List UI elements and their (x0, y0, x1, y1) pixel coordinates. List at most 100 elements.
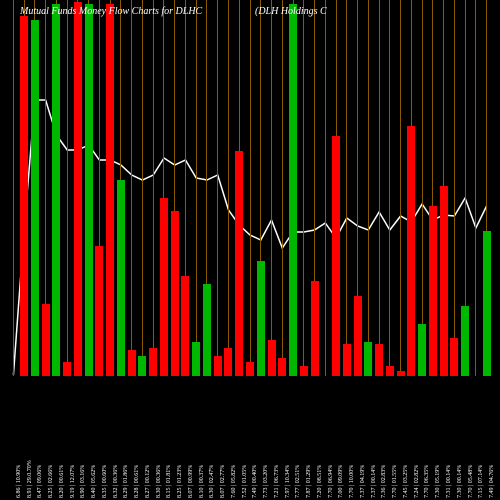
x-axis-labels: 6.86 | 10.90% 8.91 | 29.0.70% 8.47 | 09.06… (0, 422, 500, 500)
volume-bar (149, 348, 157, 376)
x-axis-label: 7.60 | 05.82% (231, 465, 237, 498)
x-axis-label: 8.32 | 00.36% (113, 465, 119, 498)
volume-bar (181, 276, 189, 376)
volume-bar (354, 296, 362, 376)
volume-bar (418, 324, 426, 376)
x-axis-label: 8.15 | 01.81% (166, 465, 172, 498)
volume-bar (20, 16, 28, 376)
volume-bar (386, 366, 394, 376)
x-axis-label: 7.20 | 08.51% (317, 465, 323, 498)
volume-bar (300, 366, 308, 376)
x-axis-label: 7.24 | 02.82% (414, 465, 420, 498)
x-axis-label: 8.91 | 29.0.70% (27, 460, 33, 498)
volume-bar (461, 306, 469, 376)
grid-line (271, 0, 272, 376)
x-axis-label: 7.77 | 02.51% (295, 465, 301, 498)
x-axis-label: 7.70 | 05.48% (468, 465, 474, 498)
x-axis-label: 8.28 | 00.61% (134, 465, 140, 498)
x-axis-label: 7.45 | 03.25% (403, 465, 409, 498)
volume-bar (95, 246, 103, 376)
grid-line (67, 0, 68, 376)
volume-bar (375, 344, 383, 376)
plot-area (0, 0, 500, 420)
volume-bar (106, 4, 114, 376)
x-axis-label: 8.47 | 09.06% (37, 465, 43, 498)
volume-bar (203, 284, 211, 376)
volume-bar (257, 261, 265, 376)
grid-line (346, 0, 347, 376)
grid-line (379, 0, 380, 376)
x-axis-label: 7.21 | 06.73% (274, 465, 280, 498)
volume-bar (311, 281, 319, 376)
grid-line (368, 0, 369, 376)
volume-bar (450, 338, 458, 376)
volume-bar (246, 362, 254, 376)
money-flow-chart: Mutual Funds Money Flow Charts for DLHC … (0, 0, 500, 500)
volume-bar (364, 342, 372, 376)
grid-line (13, 0, 14, 376)
x-axis-label: 7.70 | 10.00% (349, 465, 355, 498)
volume-bar (42, 304, 50, 376)
volume-bar (268, 340, 276, 376)
x-axis-label: 7.49 | 04.76% (489, 465, 495, 498)
x-axis-label: 8.25 | 01.23% (177, 465, 183, 498)
volume-bar (429, 206, 437, 376)
volume-bar (407, 126, 415, 376)
volume-bar (128, 350, 136, 376)
grid-line (131, 0, 132, 376)
grid-line (217, 0, 218, 376)
x-axis-label: 8.35 | 00.60% (102, 465, 108, 498)
x-axis-label: 8.20 | 00.61% (59, 465, 65, 498)
chart-title-left: Mutual Funds Money Flow Charts for DLHC (20, 6, 202, 17)
volume-bar (397, 371, 405, 376)
grid-line (142, 0, 143, 376)
volume-bar (117, 180, 125, 376)
x-axis-label: 6.86 | 10.90% (16, 465, 22, 498)
grid-line (282, 0, 283, 376)
volume-bar (171, 211, 179, 376)
x-axis-label: 7.73 | 03.20% (263, 465, 269, 498)
x-axis-label: 7.00 | 09.09% (338, 465, 344, 498)
grid-line (325, 0, 326, 376)
x-axis-label: 7.36 | 02.83% (381, 465, 387, 498)
volume-bar (63, 362, 71, 376)
x-axis-label: 7.31 | 00.14% (446, 465, 452, 498)
volume-bar (160, 198, 168, 376)
x-axis-label: 8.90 | 03.16% (80, 465, 86, 498)
grid-line (422, 0, 423, 376)
volume-bar (224, 348, 232, 376)
chart-title-right: (DLH Holdings C (255, 6, 327, 17)
grid-line (475, 0, 476, 376)
volume-bar (235, 151, 243, 376)
x-axis-label: 8.07 | 00.99% (188, 465, 194, 498)
grid-line (250, 0, 251, 376)
x-axis-label: 8.10 | 00.37% (199, 465, 205, 498)
x-axis-label: 8.30 | 00.36% (156, 465, 162, 498)
x-axis-label: 8.40 | 05.62% (91, 465, 97, 498)
x-axis-label: 7.70 | 01.55% (392, 465, 398, 498)
x-axis-label: 8.29 | 01.86% (123, 465, 129, 498)
volume-bar (214, 356, 222, 376)
volume-bar (483, 231, 491, 376)
x-axis-label: 8.07 | 02.77% (220, 465, 226, 498)
x-axis-label: 7.70 | 06.94% (328, 465, 334, 498)
grid-line (303, 0, 304, 376)
grid-line (196, 0, 197, 376)
x-axis-label: 7.52 | 01.05% (242, 465, 248, 498)
x-axis-label: 7.30 | 05.19% (435, 465, 441, 498)
x-axis-label: 7.97 | 10.34% (285, 465, 291, 498)
volume-bar (138, 356, 146, 376)
x-axis-label: 8.30 | 02.47% (209, 465, 215, 498)
volume-bar (289, 4, 297, 376)
volume-bar (31, 20, 39, 376)
grid-line (153, 0, 154, 376)
grid-line (400, 0, 401, 376)
x-axis-label: 8.27 | 00.12% (145, 465, 151, 498)
x-axis-label: 7.37 | 04.19% (360, 465, 366, 498)
volume-bar (85, 4, 93, 376)
x-axis-label: 7.37 | 00.14% (371, 465, 377, 498)
volume-bar (343, 344, 351, 376)
x-axis-label: 7.15 | 07.14% (478, 465, 484, 498)
volume-bar (52, 4, 60, 376)
volume-bar (278, 358, 286, 376)
